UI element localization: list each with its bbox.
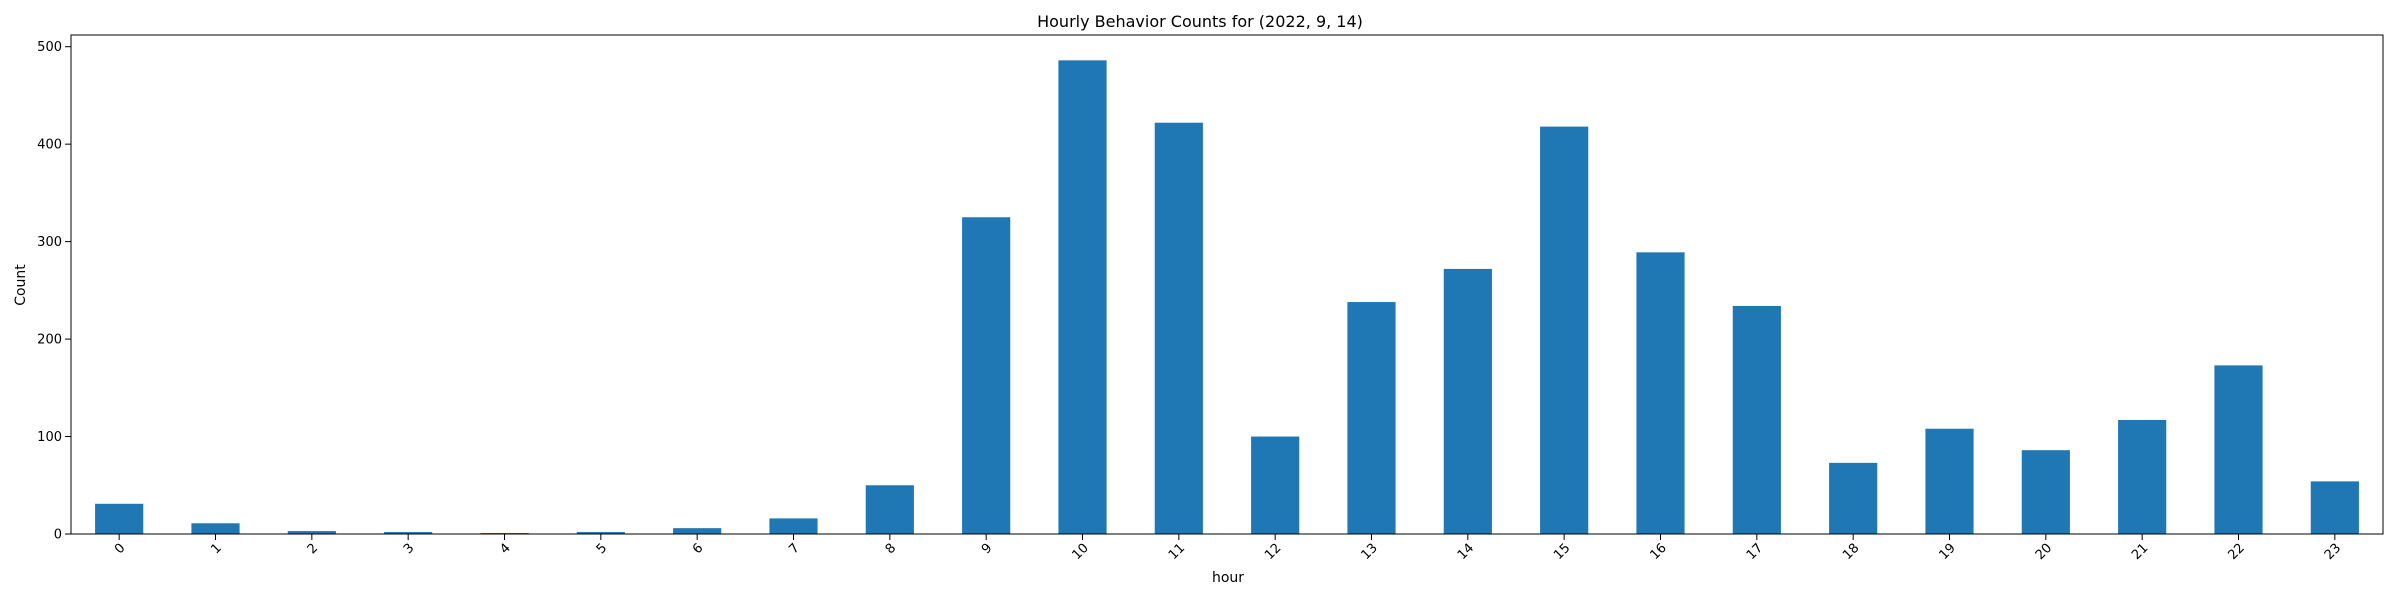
- x-tick-label: 18: [1840, 541, 1862, 563]
- y-tick-label: 0: [54, 528, 62, 543]
- bar-hour-11: [1154, 122, 1203, 534]
- bar-hour-23: [2310, 481, 2359, 534]
- bar-hour-17: [1732, 305, 1781, 534]
- bar-hour-3: [384, 532, 433, 534]
- bar-hour-16: [1636, 252, 1685, 534]
- x-tick-label: 3: [401, 541, 417, 557]
- x-tick-label: 15: [1551, 541, 1573, 563]
- x-tick-label: 2: [305, 541, 321, 557]
- bar-hour-19: [1925, 428, 1974, 534]
- bar-hour-2: [287, 531, 336, 534]
- x-tick-label: 4: [497, 541, 513, 557]
- y-tick-label: 200: [37, 333, 62, 348]
- bar-hour-6: [673, 528, 722, 534]
- x-axis-ticks: 0 1 2 3 4 5 6 7 8 9 10 11 12 13 14 15 16 17 18 19 20 21 22 23: [112, 534, 2344, 563]
- y-tick-label: 100: [37, 430, 62, 445]
- bar-hour-20: [2021, 450, 2070, 534]
- bars-group: [95, 60, 2359, 534]
- x-tick-label: 13: [1358, 541, 1380, 563]
- x-tick-label: 5: [594, 541, 610, 557]
- plot-frame: [70, 34, 2384, 535]
- x-tick-label: 19: [1936, 541, 1958, 563]
- x-tick-label: 9: [979, 541, 995, 557]
- bar-hour-18: [1829, 462, 1878, 534]
- x-tick-label: 0: [112, 541, 128, 557]
- x-tick-label: 20: [2033, 541, 2055, 563]
- y-axis-label: Count: [13, 264, 29, 306]
- bar-hour-10: [1058, 60, 1107, 534]
- bar-hour-5: [576, 532, 625, 534]
- bar-hour-12: [1251, 436, 1300, 534]
- bar-hour-21: [2118, 419, 2167, 534]
- bar-hour-22: [2214, 365, 2263, 534]
- x-tick-label: 21: [2129, 541, 2151, 563]
- chart-title: Hourly Behavior Counts for (2022, 9, 14): [1037, 12, 1363, 31]
- x-tick-label: 12: [1262, 541, 1284, 563]
- x-tick-label: 6: [690, 541, 706, 557]
- x-axis-label: hour: [1212, 570, 1244, 586]
- bar-hour-0: [95, 503, 144, 534]
- bar-hour-15: [1540, 126, 1589, 534]
- y-tick-label: 400: [37, 138, 62, 153]
- x-tick-label: 11: [1166, 541, 1188, 563]
- x-tick-label: 14: [1455, 541, 1477, 563]
- bar-hour-8: [865, 485, 914, 534]
- x-tick-label: 1: [208, 541, 224, 557]
- bar-hour-13: [1347, 302, 1396, 534]
- x-tick-label: 17: [1744, 541, 1766, 563]
- y-axis-ticks: 0 100 200 300 400 500: [37, 40, 71, 543]
- y-tick-label: 500: [37, 40, 62, 55]
- x-tick-label: 8: [883, 541, 899, 557]
- bar-hour-1: [191, 523, 240, 534]
- x-tick-label: 16: [1647, 541, 1669, 563]
- bar-hour-9: [962, 217, 1011, 534]
- x-tick-label: 23: [2322, 541, 2344, 563]
- bar-hour-7: [769, 518, 818, 534]
- x-tick-label: 7: [786, 541, 802, 557]
- x-tick-label: 22: [2225, 541, 2247, 563]
- bar-hour-14: [1443, 268, 1492, 534]
- y-tick-label: 300: [37, 235, 62, 250]
- x-tick-label: 10: [1069, 541, 1091, 563]
